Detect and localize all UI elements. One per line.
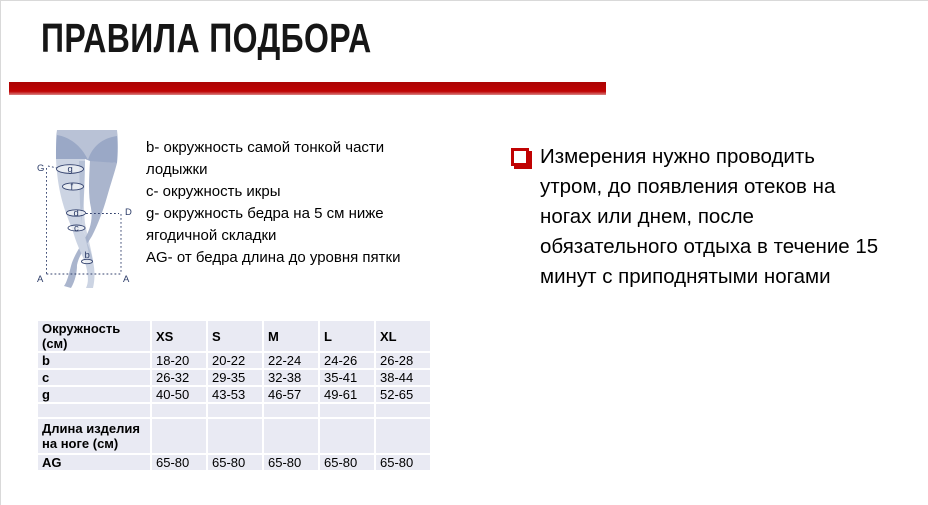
- table-cell: 29-35: [208, 370, 262, 385]
- table-header-cell: Окружность (см): [38, 321, 150, 351]
- table-cell: [152, 404, 206, 417]
- measurement-bands: [56, 164, 93, 265]
- measurement-note-text: Измерения нужно проводить утром, до появл…: [540, 142, 878, 292]
- leg-front-shape: [56, 159, 95, 288]
- table-header-cell: M: [264, 321, 318, 351]
- table-header-cell: XS: [152, 321, 206, 351]
- measurement-legend-line: AG- от бедра длина до уровня пятки: [146, 249, 401, 266]
- table-row-label: b: [38, 353, 150, 368]
- table-cell: 43-53: [208, 387, 262, 402]
- table-row: c 26-32 29-35 32-38 35-41 38-44: [38, 370, 430, 385]
- table-cell: 20-22: [208, 353, 262, 368]
- table-row: Длина изделия на ноге (см): [38, 419, 430, 453]
- table-cell: 32-38: [264, 370, 318, 385]
- table-row-label: c: [38, 370, 150, 385]
- title-underline-bar: [9, 82, 606, 95]
- table-cell: 40-50: [152, 387, 206, 402]
- size-table-body: Окружность (см) XS S M L XL b 18-20 20-22 22-24 24…: [38, 321, 430, 470]
- table-cell: 52-65: [376, 387, 430, 402]
- table-cell: [376, 404, 430, 417]
- hips-highlight: [57, 130, 117, 160]
- table-cell: [208, 404, 262, 417]
- table-cell: 26-28: [376, 353, 430, 368]
- table-row-label: g: [38, 387, 150, 402]
- diagram-label-g: g: [68, 164, 73, 175]
- diagram-label-A-right: A: [123, 274, 130, 285]
- table-cell: 65-80: [152, 455, 206, 470]
- table-row: AG 65-80 65-80 65-80 65-80 65-80: [38, 455, 430, 470]
- table-row: [38, 404, 430, 417]
- measurement-legend-line: b- окружность самой тонкой части лодыжки: [146, 139, 385, 178]
- table-cell: 38-44: [376, 370, 430, 385]
- note-line: минут с приподнятыми ногами: [540, 265, 831, 288]
- checkbox-bullet-icon: [511, 148, 529, 166]
- table-cell: 49-61: [320, 387, 374, 402]
- band-d: [66, 209, 86, 217]
- table-row: b 18-20 20-22 22-24 24-26 26-28: [38, 353, 430, 368]
- table-cell: [152, 419, 206, 453]
- table-cell: 22-24: [264, 353, 318, 368]
- band-c: [67, 224, 86, 232]
- table-header-cell: L: [320, 321, 374, 351]
- note-line: Измерения нужно проводить: [540, 145, 815, 168]
- measurement-legend: b- окружность самой тонкой части лодыжки…: [146, 137, 421, 269]
- band-g: [56, 164, 84, 174]
- table-row-label: Длина изделия на ноге (см): [38, 419, 150, 453]
- diagram-label-G: G: [37, 163, 44, 174]
- table-cell: 65-80: [320, 455, 374, 470]
- diagram-label-d: d: [74, 208, 79, 219]
- diagram-label-f: f: [71, 182, 74, 193]
- measurement-legend-line: g- окружность бедра на 5 см ниже ягодичн…: [146, 205, 384, 244]
- table-cell: 26-32: [152, 370, 206, 385]
- table-row: g 40-50 43-53 46-57 49-61 52-65: [38, 387, 430, 402]
- page-title: ПРАВИЛА ПОДБОРА: [41, 15, 372, 61]
- table-cell: 46-57: [264, 387, 318, 402]
- table-cell: [264, 404, 318, 417]
- size-table: Окружность (см) XS S M L XL b 18-20 20-22 22-24 24…: [36, 319, 432, 472]
- table-cell: 65-80: [208, 455, 262, 470]
- leg-measurement-diagram: G g f d c b D A A: [37, 130, 132, 288]
- table-header-cell: S: [208, 321, 262, 351]
- table-cell: [320, 404, 374, 417]
- table-header-row: Окружность (см) XS S M L XL: [38, 321, 430, 351]
- diagram-label-D: D: [125, 207, 132, 218]
- note-line: обязательного отдыха в течение 15: [540, 235, 879, 258]
- table-row-label: [38, 404, 150, 417]
- table-cell: 35-41: [320, 370, 374, 385]
- note-line: утром, до появления отеков на: [540, 175, 836, 198]
- band-f: [62, 182, 84, 191]
- table-cell: [320, 419, 374, 453]
- guide-lines: [46, 165, 122, 275]
- table-cell: [376, 419, 430, 453]
- table-cell: 65-80: [376, 455, 430, 470]
- table-cell: [208, 419, 262, 453]
- note-line: ногах или днем, после: [540, 205, 754, 228]
- diagram-label-A-left: A: [37, 274, 44, 285]
- table-cell: 65-80: [264, 455, 318, 470]
- band-b: [81, 258, 93, 265]
- diagram-label-b: b: [85, 250, 90, 261]
- table-cell: [264, 419, 318, 453]
- table-cell: 18-20: [152, 353, 206, 368]
- measurement-note: Измерения нужно проводить утром, до появл…: [511, 142, 923, 292]
- leg-back-shape: [64, 160, 117, 288]
- table-row-label: AG: [38, 455, 150, 470]
- diagram-label-c: c: [74, 223, 79, 234]
- table-cell: 24-26: [320, 353, 374, 368]
- table-header-cell: XL: [376, 321, 430, 351]
- measurement-legend-line: c- окружность икры: [146, 183, 281, 200]
